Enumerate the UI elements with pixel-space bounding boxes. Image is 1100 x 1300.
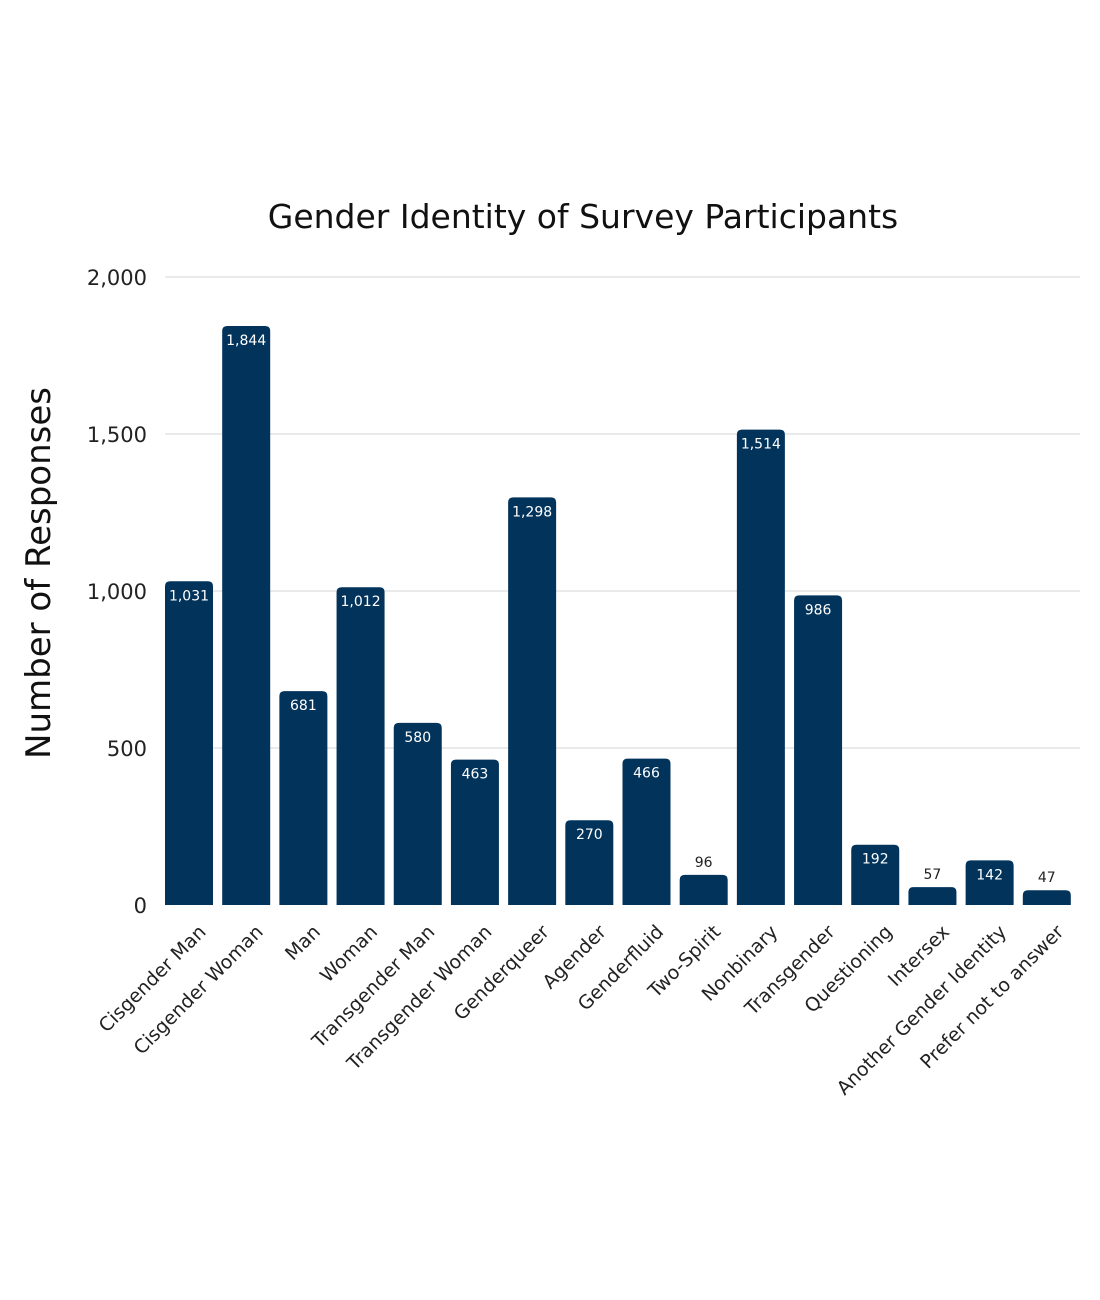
data-label: 580 [404,730,431,746]
x-tick-label: Man [281,921,325,965]
bar-genderfluid [622,758,671,905]
y-tick-label: 1,000 [87,580,147,604]
data-label: 1,844 [226,333,266,349]
data-label: 142 [976,867,1003,883]
bar-woman [336,587,385,905]
bar-prefer-not-to-answer [1022,890,1071,905]
data-label: 1,012 [341,594,381,610]
bar-cisgender-woman [222,325,271,905]
grid-lines [165,276,1080,749]
data-label: 463 [462,767,489,783]
bar-transgender-woman [450,759,499,905]
data-label: 1,031 [169,588,209,604]
bar-nonbinary [736,429,785,905]
y-axis-ticks: 0 500 1,000 1,500 2,000 [87,266,147,918]
data-label: 986 [805,602,832,618]
bar-genderqueer [508,497,557,905]
y-tick-label: 1,500 [87,423,147,447]
data-label: 192 [862,852,889,868]
data-label: 466 [633,766,660,782]
data-label: 47 [1038,870,1056,886]
bar-another-gender-identity [965,860,1014,905]
y-tick-label: 0 [134,894,147,918]
bars [165,325,1071,905]
bar-transgender-man [393,722,442,905]
bar-man [279,691,328,905]
y-axis-label: Number of Responses [19,387,59,759]
data-label: 270 [576,827,603,843]
data-label: 96 [695,855,713,871]
data-label: 681 [290,698,317,714]
bar-transgender [794,595,843,905]
chart-title: Gender Identity of Survey Participants [268,197,898,236]
bar-agender [565,820,614,905]
y-tick-label: 500 [107,737,147,761]
bar-questioning [851,844,900,905]
data-label: 1,298 [512,504,552,520]
bar-cisgender-man [165,581,213,905]
y-tick-label: 2,000 [87,266,147,290]
bar-two-spirit [679,874,728,905]
bar-intersex [908,887,957,905]
data-label: 57 [924,867,942,883]
data-label: 1,514 [741,437,781,453]
data-labels: 1,031 1,844 681 1,012 580 463 1,298 270 466 96 1,5… [169,333,1056,886]
